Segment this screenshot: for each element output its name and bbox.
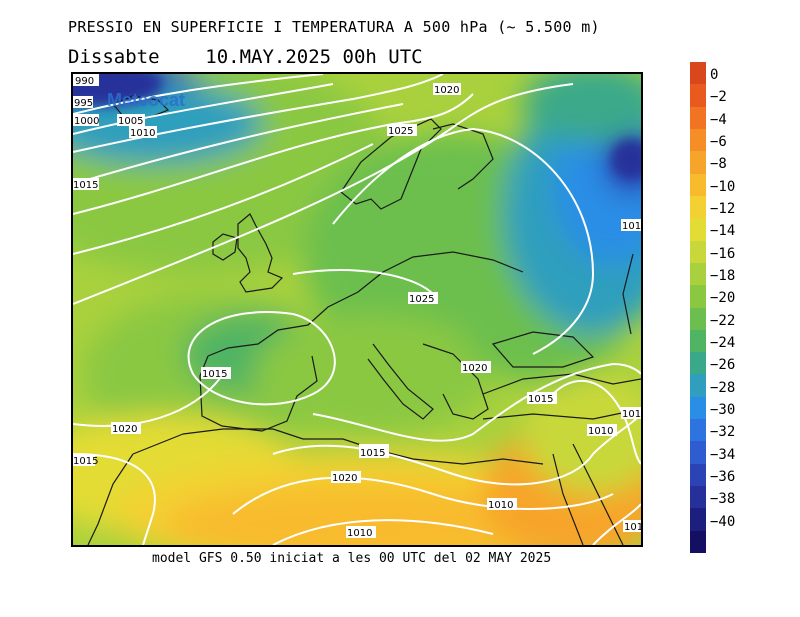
isobar-label: 1010	[347, 528, 372, 539]
colorbar-bin	[690, 151, 706, 175]
isobar-label: 1020	[112, 424, 137, 435]
isobar-label: 990	[75, 76, 94, 87]
colorbar-bin	[690, 352, 706, 375]
isobar-label: 101	[622, 221, 641, 232]
colorbar-bin	[690, 62, 706, 85]
colorbar-tick-label: −8	[710, 156, 727, 173]
colorbar-bin	[690, 128, 706, 152]
chart-title: PRESSIO EN SUPERFICIE I TEMPERATURA A 50…	[68, 18, 600, 36]
colorbar-tick-label: −38	[710, 491, 736, 508]
temperature-colorbar	[690, 62, 706, 554]
colorbar-bin	[690, 374, 706, 398]
isobar-label: 1015	[202, 369, 227, 380]
colorbar-tick-label: −26	[710, 357, 736, 374]
colorbar-bin	[690, 486, 706, 509]
colorbar-bin	[690, 530, 706, 554]
colorbar-tick-label: −36	[710, 468, 736, 485]
colorbar-bin	[690, 218, 706, 242]
isobar-label: 101	[622, 409, 641, 420]
colorbar-bin	[690, 463, 706, 487]
isobar-label: 101	[624, 522, 641, 533]
model-run-note: model GFS 0.50 iniciat a les 00 UTC del …	[152, 551, 552, 566]
isobar-label: 995	[74, 98, 93, 109]
colorbar-bin	[690, 106, 706, 130]
colorbar-bin	[690, 307, 706, 331]
isobar-label: 1015	[73, 180, 98, 191]
colorbar-bin	[690, 441, 706, 465]
colorbar-tick-label: 0	[710, 67, 719, 84]
colorbar-tick-label: −6	[710, 134, 727, 151]
colorbar-tick-label: −40	[710, 513, 736, 530]
isobar-label: 1000	[74, 116, 99, 127]
colorbar-bin	[690, 84, 706, 108]
colorbar-bin	[690, 173, 706, 197]
colorbar-tick-label: −22	[710, 312, 736, 329]
forecast-day: Dissabte	[68, 46, 160, 68]
isobar-label: 1010	[588, 426, 613, 437]
watermark: Meteocat	[107, 90, 185, 110]
colorbar-tick-label: −28	[710, 379, 736, 396]
colorbar-tick-label: −4	[710, 111, 727, 128]
isobar-label: 1015	[528, 394, 553, 405]
coastlines	[87, 95, 641, 545]
isobars	[73, 74, 641, 545]
colorbar-tick-label: −24	[710, 334, 736, 351]
forecast-datetime: Dissabte 10.MAY.2025 00h UTC	[68, 46, 423, 68]
colorbar-tick-label: −20	[710, 290, 736, 307]
colorbar-bin	[690, 195, 706, 219]
colorbar-bin	[690, 262, 706, 286]
colorbar-bin	[690, 419, 706, 442]
forecast-date: 10.MAY.2025 00h UTC	[205, 46, 423, 68]
colorbar-tick-label: −2	[710, 89, 727, 106]
isobar-label: 1015	[360, 448, 385, 459]
isobar-label: 1010	[488, 500, 513, 511]
colorbar-tick-label: −10	[710, 178, 736, 195]
isobar-label: 1015	[73, 456, 98, 467]
isobar-label: 1005	[118, 116, 143, 127]
colorbar-tick-label: −30	[710, 401, 736, 418]
colorbar-bin	[690, 396, 706, 420]
colorbar-bin	[690, 329, 706, 353]
colorbar-tick-label: −32	[710, 424, 736, 441]
colorbar-tick-label: −14	[710, 223, 736, 240]
isobar-label: 1010	[130, 128, 155, 139]
colorbar-tick-label: −18	[710, 268, 736, 285]
isobar-labels: 990 995 1000 1005 1010 1015 1020 1025 10…	[73, 74, 641, 539]
colorbar-tick-label: −16	[710, 245, 736, 262]
colorbar-bin	[690, 508, 706, 532]
isobar-label: 1020	[462, 363, 487, 374]
colorbar-bin	[690, 240, 706, 264]
isobar-label: 1025	[409, 294, 434, 305]
colorbar-tick-label: −34	[710, 446, 736, 463]
isobar-label: 1020	[434, 85, 459, 96]
isobar-label: 1025	[388, 126, 413, 137]
isobar-label: 1020	[332, 473, 357, 484]
colorbar-tick-label: −12	[710, 201, 736, 218]
weather-map: 990 995 1000 1005 1010 1015 1020 1025 10…	[71, 72, 643, 547]
colorbar-bin	[690, 285, 706, 308]
